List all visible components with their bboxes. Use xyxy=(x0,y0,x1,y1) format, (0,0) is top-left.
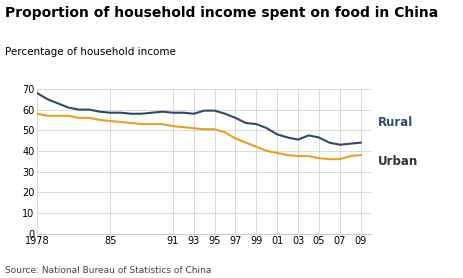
Text: Percentage of household income: Percentage of household income xyxy=(5,47,175,57)
Text: Source: National Bureau of Statistics of China: Source: National Bureau of Statistics of… xyxy=(5,266,211,275)
Text: Proportion of household income spent on food in China: Proportion of household income spent on … xyxy=(5,6,437,19)
Text: Rural: Rural xyxy=(377,116,413,129)
Text: Urban: Urban xyxy=(377,155,418,168)
